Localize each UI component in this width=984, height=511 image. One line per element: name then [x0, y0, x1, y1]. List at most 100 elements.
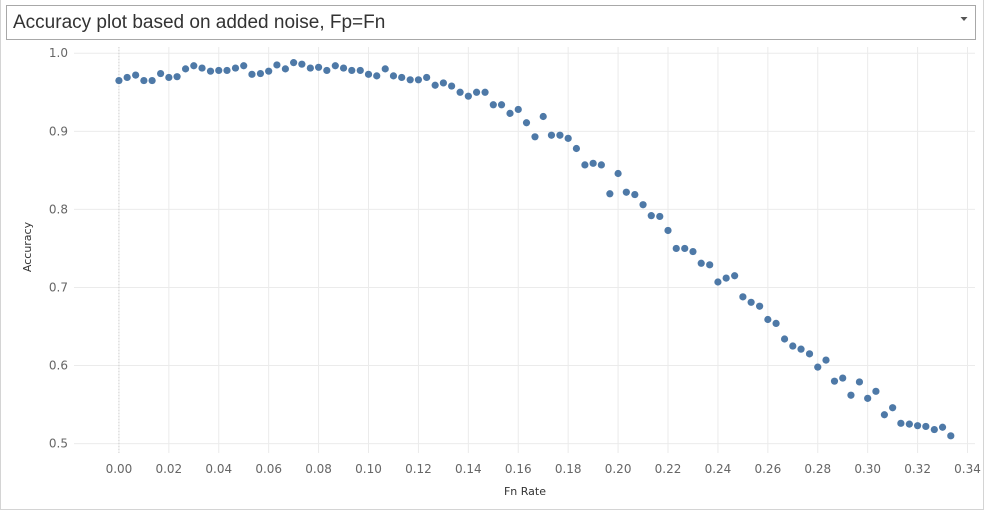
data-point[interactable] — [639, 201, 647, 209]
data-point[interactable] — [889, 404, 897, 412]
data-point[interactable] — [323, 66, 331, 75]
data-point[interactable] — [714, 278, 722, 286]
data-point[interactable] — [930, 425, 938, 434]
data-point[interactable] — [439, 79, 447, 87]
data-point[interactable] — [140, 76, 148, 85]
data-point[interactable] — [306, 64, 314, 72]
data-point[interactable] — [581, 161, 589, 169]
data-point[interactable] — [922, 422, 930, 431]
data-point[interactable] — [564, 134, 572, 142]
data-point[interactable] — [697, 259, 705, 267]
data-point[interactable] — [314, 63, 323, 71]
data-point[interactable] — [947, 432, 955, 440]
data-point[interactable] — [847, 391, 855, 399]
data-point[interactable] — [406, 76, 414, 84]
data-point[interactable] — [123, 73, 131, 82]
data-point[interactable] — [797, 345, 805, 353]
data-point[interactable] — [348, 66, 356, 75]
data-point[interactable] — [231, 64, 240, 72]
data-point[interactable] — [830, 377, 839, 385]
data-point[interactable] — [256, 69, 265, 78]
data-point[interactable] — [689, 247, 697, 256]
data-point[interactable] — [356, 66, 364, 75]
data-point[interactable] — [364, 70, 373, 78]
data-point[interactable] — [622, 188, 630, 196]
data-point[interactable] — [506, 109, 514, 117]
data-point[interactable] — [472, 88, 481, 96]
data-point[interactable] — [248, 70, 256, 78]
data-point[interactable] — [290, 59, 298, 67]
data-point[interactable] — [522, 119, 531, 127]
data-point[interactable] — [173, 73, 181, 81]
data-point[interactable] — [614, 169, 622, 178]
data-point[interactable] — [814, 363, 822, 371]
data-point[interactable] — [531, 133, 539, 141]
data-point[interactable] — [864, 394, 872, 402]
data-point[interactable] — [456, 88, 464, 96]
data-point[interactable] — [331, 62, 339, 70]
data-point[interactable] — [706, 261, 714, 269]
data-point[interactable] — [572, 144, 581, 153]
data-point[interactable] — [198, 64, 206, 72]
data-point[interactable] — [672, 244, 680, 253]
data-point[interactable] — [497, 101, 506, 109]
data-point[interactable] — [115, 76, 123, 85]
data-point[interactable] — [880, 411, 889, 419]
data-point[interactable] — [897, 419, 905, 427]
data-point[interactable] — [780, 335, 789, 343]
data-point[interactable] — [381, 65, 389, 73]
data-point[interactable] — [539, 112, 547, 121]
data-point[interactable] — [913, 422, 922, 430]
data-point[interactable] — [756, 302, 764, 310]
data-point[interactable] — [223, 66, 231, 75]
data-point[interactable] — [464, 92, 472, 100]
data-point[interactable] — [181, 65, 190, 73]
data-point[interactable] — [556, 131, 564, 139]
data-point[interactable] — [215, 66, 223, 75]
data-point[interactable] — [240, 62, 248, 70]
data-point[interactable] — [839, 374, 847, 382]
data-point[interactable] — [647, 212, 655, 220]
data-point[interactable] — [664, 226, 672, 235]
data-point[interactable] — [265, 67, 273, 75]
data-point[interactable] — [489, 101, 497, 109]
data-point[interactable] — [298, 60, 306, 68]
data-point[interactable] — [414, 76, 423, 84]
data-point[interactable] — [547, 131, 556, 139]
data-point[interactable] — [132, 71, 140, 79]
data-point[interactable] — [606, 190, 614, 198]
data-point[interactable] — [339, 64, 348, 72]
data-point[interactable] — [681, 244, 689, 253]
data-point[interactable] — [448, 82, 456, 90]
data-point[interactable] — [731, 272, 739, 280]
data-point[interactable] — [398, 73, 406, 82]
data-point[interactable] — [656, 212, 664, 221]
data-point[interactable] — [206, 67, 215, 75]
data-point[interactable] — [389, 72, 398, 80]
data-point[interactable] — [190, 62, 198, 70]
data-point[interactable] — [805, 350, 814, 358]
data-point[interactable] — [423, 73, 431, 82]
data-point[interactable] — [597, 161, 605, 169]
data-point[interactable] — [165, 73, 173, 82]
data-point[interactable] — [273, 61, 281, 69]
data-point[interactable] — [157, 69, 165, 78]
data-point[interactable] — [481, 88, 489, 96]
data-point[interactable] — [905, 420, 913, 428]
data-point[interactable] — [739, 293, 747, 301]
data-point[interactable] — [514, 105, 522, 114]
data-point[interactable] — [789, 342, 797, 350]
data-point[interactable] — [938, 423, 947, 431]
data-point[interactable] — [855, 378, 864, 386]
data-point[interactable] — [764, 315, 772, 324]
data-point[interactable] — [431, 81, 439, 89]
data-point[interactable] — [872, 387, 880, 395]
data-point[interactable] — [722, 274, 730, 282]
data-point[interactable] — [747, 298, 755, 306]
data-point[interactable] — [281, 65, 289, 73]
data-point[interactable] — [631, 190, 639, 199]
data-point[interactable] — [589, 159, 597, 167]
data-point[interactable] — [822, 356, 830, 364]
data-point[interactable] — [148, 76, 156, 85]
chevron-down-icon[interactable] — [957, 12, 971, 26]
